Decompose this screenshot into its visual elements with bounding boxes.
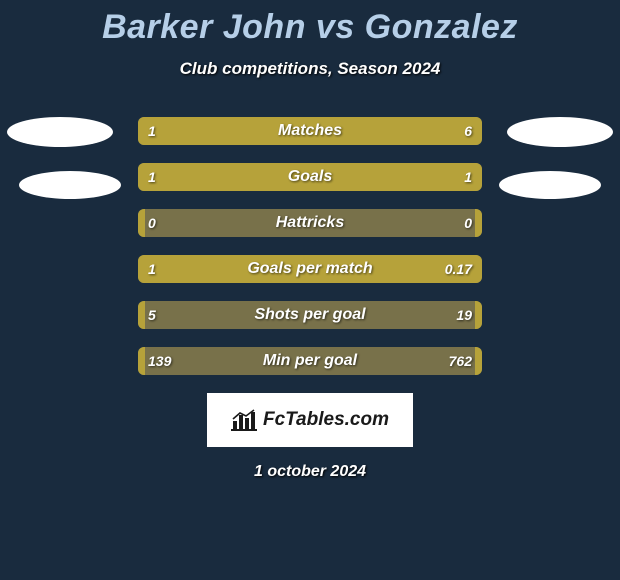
comparison-chart: 16Matches 11Goals 00Hattricks 10.17Goals pe…: [0, 117, 620, 375]
avatar-player1-top: [7, 117, 113, 147]
subtitle: Club competitions, Season 2024: [0, 59, 620, 79]
avatar-player1-bottom: [19, 171, 121, 199]
avatar-player2-bottom: [499, 171, 601, 199]
bar-label: Goals per match: [138, 255, 482, 283]
bar-row: 10.17Goals per match: [138, 255, 482, 283]
bar-label: Matches: [138, 117, 482, 145]
bar-row: 16Matches: [138, 117, 482, 145]
bar-label: Min per goal: [138, 347, 482, 375]
logo-text: FcTables.com: [263, 409, 389, 431]
bar-label: Hattricks: [138, 209, 482, 237]
page-title: Barker John vs Gonzalez: [0, 0, 620, 47]
bar-label: Shots per goal: [138, 301, 482, 329]
bar-row: 11Goals: [138, 163, 482, 191]
bar-row: 139762Min per goal: [138, 347, 482, 375]
avatar-player2-top: [507, 117, 613, 147]
bars-container: 16Matches 11Goals 00Hattricks 10.17Goals pe…: [138, 117, 482, 375]
bar-row: 00Hattricks: [138, 209, 482, 237]
bar-label: Goals: [138, 163, 482, 191]
bar-row: 519Shots per goal: [138, 301, 482, 329]
logo-box: FcTables.com: [207, 393, 413, 447]
date-label: 1 october 2024: [0, 463, 620, 481]
chart-icon: [231, 409, 257, 431]
